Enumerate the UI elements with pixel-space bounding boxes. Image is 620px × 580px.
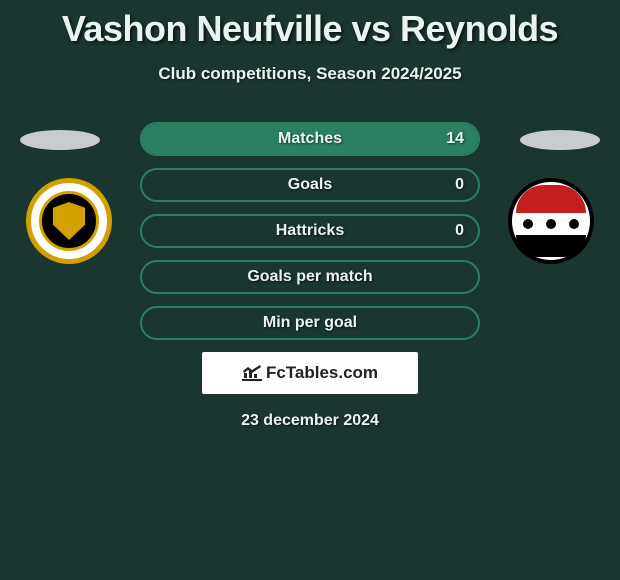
stat-bar-min-per-goal: Min per goal [140,306,480,340]
stat-value-right: 0 [455,176,464,194]
crest-right-top [516,185,586,213]
crest-left-inner [39,191,99,251]
stat-bar-goals-per-match: Goals per match [140,260,480,294]
crest-dot-icon [523,219,533,229]
stat-bar-hattricks: Hattricks 0 [140,214,480,248]
crest-dot-icon [546,219,556,229]
stat-label: Hattricks [276,222,344,240]
stat-label: Goals [288,176,332,194]
crest-left-shield-icon [53,202,85,240]
watermark-text: FcTables.com [266,363,378,383]
page-title: Vashon Neufville vs Reynolds [0,0,620,50]
club-crest-right [508,178,594,264]
watermark: FcTables.com [202,352,418,394]
crest-right-bot [516,235,586,257]
subtitle: Club competitions, Season 2024/2025 [0,64,620,84]
stat-bar-matches: Matches 14 [140,122,480,156]
footer-date: 23 december 2024 [0,412,620,430]
stat-label: Matches [278,130,342,148]
club-crest-left [26,178,112,264]
stats-bars-container: Matches 14 Goals 0 Hattricks 0 Goals per… [140,122,480,340]
stat-label: Goals per match [247,268,372,286]
stat-value-right: 14 [446,130,464,148]
chart-icon [242,365,262,381]
player-left-silhouette [20,130,100,150]
player-right-silhouette [520,130,600,150]
crest-dot-icon [569,219,579,229]
stat-label: Min per goal [263,314,357,332]
crest-right-mid [516,213,586,235]
stat-value-right: 0 [455,222,464,240]
stat-bar-goals: Goals 0 [140,168,480,202]
